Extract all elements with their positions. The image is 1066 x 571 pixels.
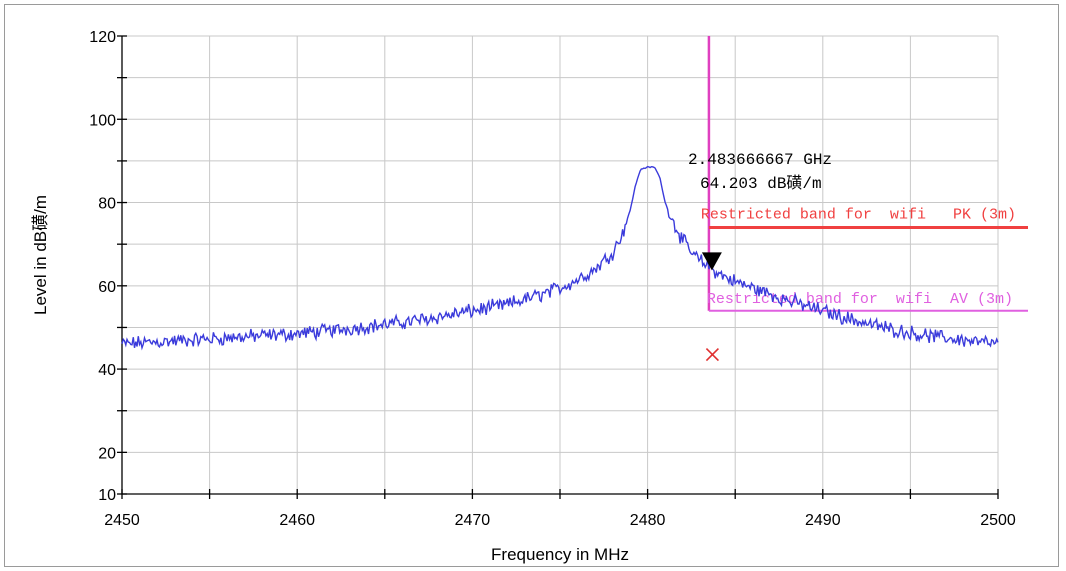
annotations: 2.483666667 GHz 64.203 dB磺/m [688, 151, 832, 362]
axes: 2450 2460 2470 2480 2490 2500 10 20 40 60 80 100 120 [89, 29, 1016, 529]
y-tick-label: 10 [98, 487, 116, 504]
av-point-cross [705, 347, 719, 362]
y-tick-label: 120 [89, 29, 116, 46]
chart-frame [4, 4, 1059, 567]
y-tick-label: 100 [89, 112, 116, 129]
x-tick-label: 2460 [279, 512, 315, 529]
y-axis-title: Level in dB磺/m [31, 195, 50, 315]
x-tick-label: 2450 [104, 512, 140, 529]
y-tick-label: 20 [98, 445, 116, 462]
marker-frequency-label: 2.483666667 GHz [688, 151, 832, 169]
av-limit-label: Restricted band for wifi AV (3m) [707, 291, 1013, 308]
marker-triangle [701, 252, 722, 271]
pk-limit-label: Restricted band for wifi PK (3m) [701, 207, 1016, 224]
x-tick-label: 2500 [980, 512, 1016, 529]
traces [121, 165, 999, 351]
marker-level-label: 64.203 dB磺/m [700, 174, 822, 193]
y-tick-label: 60 [98, 279, 116, 296]
x-axis-title: Frequency in MHz [491, 545, 629, 564]
y-tick-label: 80 [98, 196, 116, 213]
spectrum-trace [121, 165, 999, 351]
x-tick-label: 2480 [630, 512, 666, 529]
grid [122, 35, 999, 494]
x-tick-label: 2470 [455, 512, 491, 529]
y-tick-label: 40 [98, 362, 116, 379]
x-tick-label: 2490 [805, 512, 841, 529]
